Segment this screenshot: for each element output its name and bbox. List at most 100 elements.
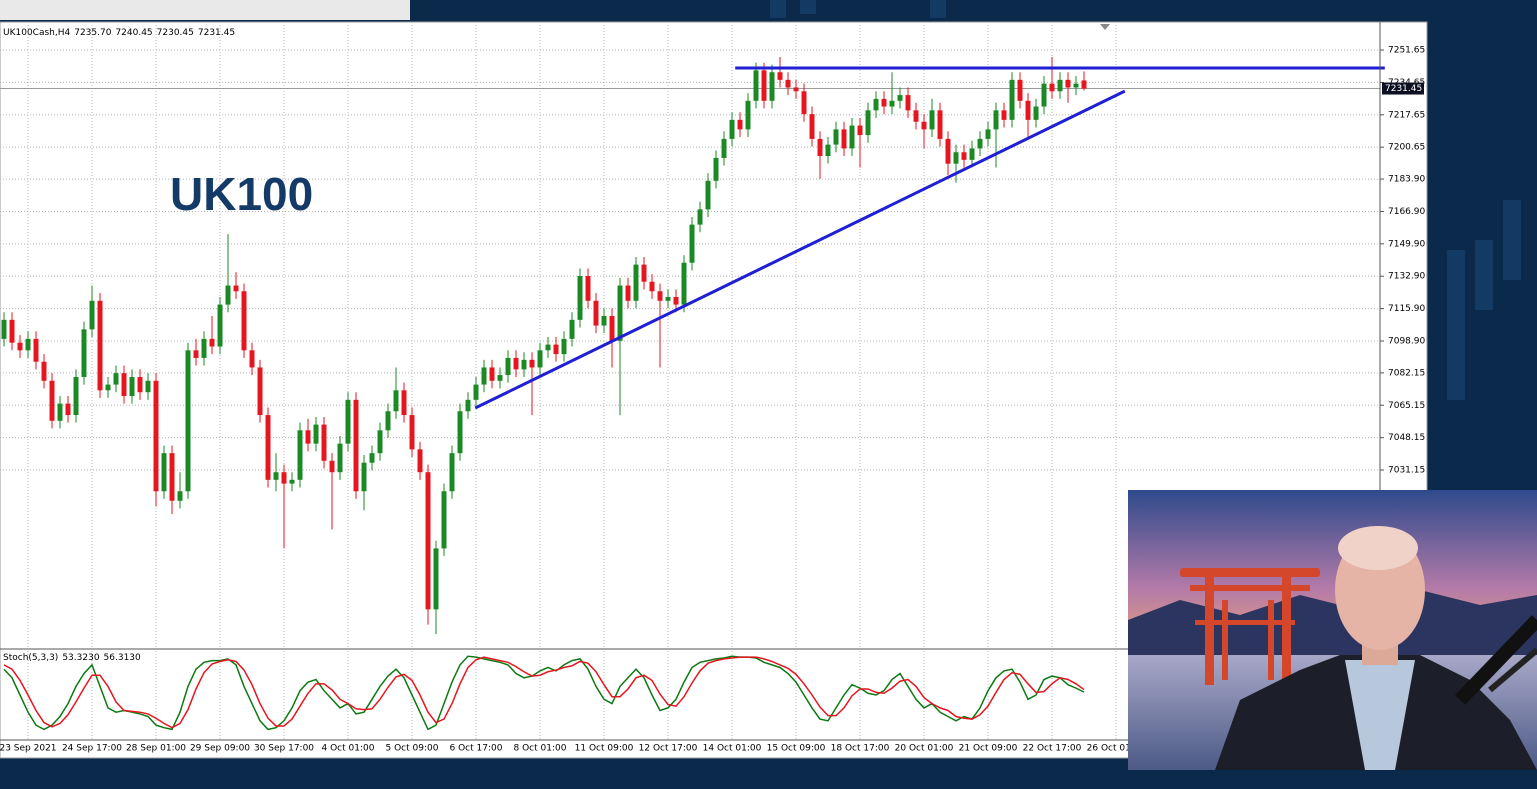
candle-body (953, 152, 959, 164)
candle-body (241, 291, 247, 351)
candle-body (545, 344, 551, 351)
candle-body (457, 411, 463, 454)
y-tick-label: 7115.90 (1388, 304, 1425, 314)
candle-body (729, 119, 735, 139)
candle-body (201, 338, 207, 358)
last-price-tag (1382, 82, 1424, 95)
candle-body (521, 359, 527, 370)
candle-body (1041, 83, 1047, 107)
candle-body (169, 453, 175, 501)
candle-body (753, 70, 759, 101)
x-tick-label: 18 Oct 17:00 (831, 744, 890, 754)
candle-body (81, 329, 87, 377)
candle-body (25, 338, 31, 351)
candle-body (489, 367, 495, 381)
candle-body (185, 350, 191, 492)
candle-body (49, 380, 55, 421)
candle-body (961, 152, 967, 160)
candle-body (689, 224, 695, 263)
y-tick-label: 7098.90 (1388, 336, 1425, 346)
x-tick-label: 30 Sep 17:00 (254, 744, 314, 754)
candle-body (449, 453, 455, 492)
candle-body (105, 384, 111, 391)
candle-body (609, 316, 615, 341)
y-tick-label: 7200.65 (1388, 143, 1425, 153)
candle-body (73, 376, 79, 416)
candle-body (905, 95, 911, 111)
candle-body (585, 276, 591, 301)
candle-body (369, 453, 375, 463)
candle-body (833, 129, 839, 145)
candle-body (1049, 83, 1055, 92)
header-value: UK100Cash,H4 (3, 28, 70, 38)
y-tick-label: 7132.90 (1388, 272, 1425, 282)
candle-body (1073, 83, 1079, 88)
y-tick-label: 7251.65 (1388, 46, 1425, 56)
candle-body (9, 319, 15, 343)
candle-body (937, 110, 943, 139)
stoch-line (3, 656, 1085, 729)
header-value: 7235.70 (74, 28, 111, 38)
candle-body (897, 95, 903, 101)
candle-body (809, 114, 815, 139)
x-tick-label: 28 Sep 01:00 (126, 744, 186, 754)
y-tick-label: 7082.15 (1388, 368, 1425, 378)
x-tick-label: 12 Oct 17:00 (639, 744, 698, 754)
x-tick-label: 29 Sep 09:00 (190, 744, 250, 754)
trendline (474, 89, 1126, 410)
x-tick-label: 11 Oct 09:00 (575, 744, 634, 754)
candle-body (697, 209, 703, 225)
candle-body (769, 72, 775, 101)
candle-body (681, 262, 687, 305)
candle-body (425, 472, 431, 610)
candle-body (473, 384, 479, 400)
plot: 7251.657234.657217.657200.657183.907166.… (0, 25, 1425, 754)
y-tick-label: 7149.90 (1388, 239, 1425, 249)
candle-body (441, 491, 447, 549)
candle-body (849, 125, 855, 149)
candle-body (153, 380, 159, 492)
candle-body (801, 91, 807, 115)
candle-body (137, 376, 143, 393)
candle-body (777, 72, 783, 80)
header-value: Stoch(5,3,3) (3, 653, 58, 663)
webcam-video (1128, 490, 1537, 770)
x-tick-label: 23 Sep 2021 (0, 744, 57, 754)
candle-body (97, 300, 103, 391)
x-tick-label: 21 Oct 09:00 (959, 744, 1018, 754)
candle-body (977, 138, 983, 149)
x-tick-label: 8 Oct 01:00 (514, 744, 567, 754)
candle-body (945, 138, 951, 164)
candle-body (401, 390, 407, 416)
x-tick-label: 6 Oct 17:00 (450, 744, 503, 754)
candle-body (649, 281, 655, 292)
candle-body (433, 548, 439, 610)
candle-body (177, 491, 183, 501)
x-tick-label: 20 Oct 01:00 (895, 744, 954, 754)
candle-body (65, 403, 71, 416)
candle-body (233, 285, 239, 292)
candle-body (57, 403, 63, 421)
candle-body (761, 70, 767, 101)
candle-body (113, 373, 119, 385)
candle-body (625, 285, 631, 301)
candle-body (785, 79, 791, 88)
candle-body (249, 350, 255, 368)
candle-body (505, 357, 511, 376)
candle-body (601, 316, 607, 326)
candle-body (617, 285, 623, 341)
candle-body (721, 138, 727, 158)
candle-body (361, 462, 367, 492)
candle-body (745, 100, 751, 130)
x-tick-label: 4 Oct 01:00 (322, 744, 375, 754)
candle-body (513, 357, 519, 370)
candle-body (641, 264, 647, 282)
candle-body (577, 276, 583, 320)
chart-title: UK100 (170, 168, 313, 220)
candle-body (633, 264, 639, 301)
stoch-header: Stoch(5,3,3) 53.3230 56.3130 (3, 653, 141, 663)
candle-body (825, 144, 831, 157)
candle-body (305, 430, 311, 444)
candle-body (265, 415, 271, 480)
candle-body (273, 472, 279, 480)
